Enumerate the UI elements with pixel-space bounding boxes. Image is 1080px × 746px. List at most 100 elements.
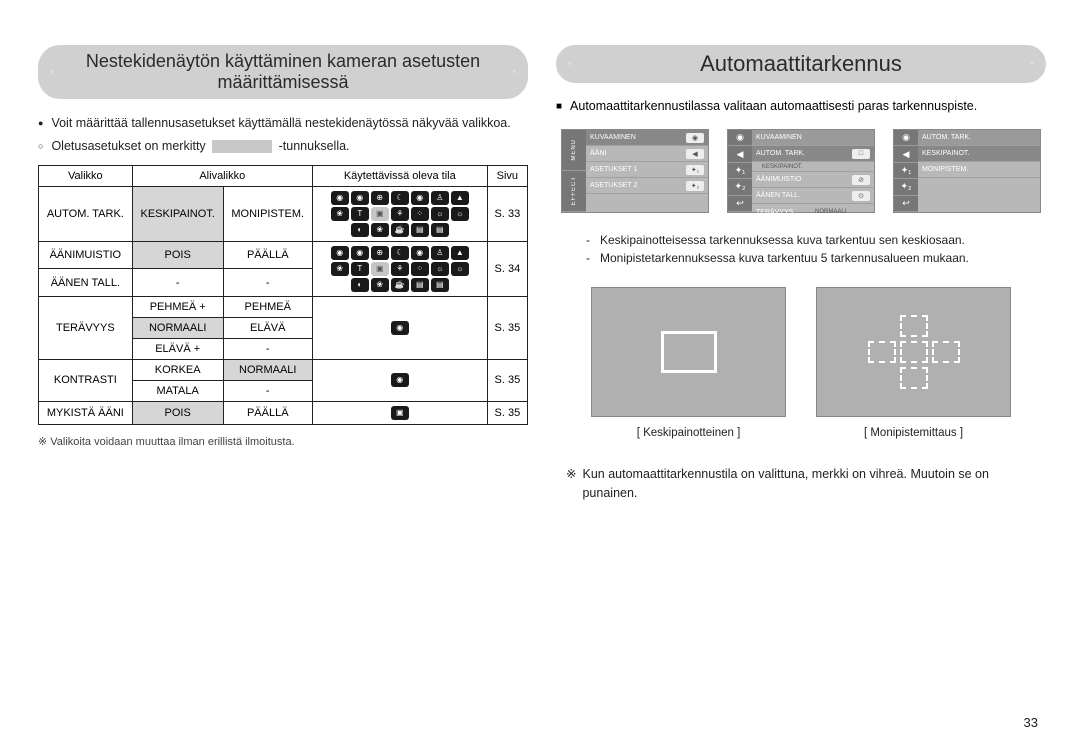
- table-footnote: Valikoita voidaan muuttaa ilman erillist…: [38, 435, 528, 448]
- menu-screenshot-2: ◉ ◀ ✦₁ ✦₂ ↩ KUVAAMINEN AUTOM. TARK.□ KES…: [727, 129, 875, 213]
- cell-sub1: KORKEA: [132, 359, 223, 380]
- menu-line-label: AUTOM. TARK.: [756, 150, 848, 157]
- default-note-post: -tunnuksella.: [279, 139, 350, 153]
- cell-sub2: MONIPISTEM.: [223, 186, 312, 241]
- menu-line-label: ASETUKSET 2: [590, 182, 682, 189]
- cell-page: S. 35: [487, 401, 527, 424]
- mode-icon: ◉: [391, 373, 409, 387]
- menu-line-label: TERÄVYYS: [756, 209, 811, 216]
- caption-center: [ Keskipainotteinen ]: [591, 427, 786, 439]
- th-page: Sivu: [487, 165, 527, 186]
- menu-screenshot-3: ◉ ◀ ✦₁ ✦₂ ↩ AUTOM. TARK. KESKIPAINOT. MO…: [893, 129, 1041, 213]
- th-submenu: Alivalikko: [132, 165, 312, 186]
- menu-chip-icon: ◀: [686, 149, 704, 159]
- left-intro-bullet: Voit määrittää tallennusasetukset käyttä…: [38, 115, 528, 133]
- right-heading-pill: Automaattitarkennus: [556, 45, 1046, 83]
- focus-point: [900, 341, 928, 363]
- mode-icon: ⊕: [371, 191, 389, 205]
- table-row: AUTOM. TARK. KESKIPAINOT. MONIPISTEM. ◉◉…: [39, 186, 528, 241]
- focus-point: [932, 341, 960, 363]
- side-icon: ◀: [894, 146, 918, 162]
- cell-icons: ◉: [312, 296, 487, 359]
- menu-chip-icon: ⊘: [852, 175, 870, 185]
- center-focus-rect: [661, 331, 717, 373]
- mode-icon: ☾: [391, 191, 409, 205]
- table-row: KONTRASTI KORKEA NORMAALI ◉ S. 35: [39, 359, 528, 380]
- menu-screenshot-row: MENU EFFECT KUVAAMINEN ◉ ÄÄNI ◀ ASETUKSET …: [556, 129, 1046, 213]
- mode-icon: ▣: [371, 207, 389, 221]
- focus-caption-row: [ Keskipainotteinen ] [ Monipistemittaus…: [556, 427, 1046, 439]
- menu-line-label: MONIPISTEM.: [922, 166, 1036, 173]
- cell-sub1: POIS: [132, 241, 223, 269]
- cell-sub1: MATALA: [132, 380, 223, 401]
- cell-page: S. 34: [487, 241, 527, 296]
- menu-line-label: ÄÄNI: [590, 150, 682, 157]
- side-icon: ✦₁: [728, 163, 752, 179]
- mode-icon: ▲: [451, 191, 469, 205]
- mode-icon: ◐: [351, 223, 369, 237]
- cell-sub1: ELÄVÄ +: [132, 338, 223, 359]
- side-icon: ↩: [728, 196, 752, 212]
- side-icon: ✦₂: [728, 179, 752, 195]
- focus-diagram-row: [556, 287, 1046, 417]
- cell-sub1: NORMAALI: [132, 317, 223, 338]
- cell-sub1: KESKIPAINOT.: [132, 186, 223, 241]
- cell-sub2: ELÄVÄ: [223, 317, 312, 338]
- menu-chip-icon: ◉: [686, 133, 704, 143]
- cell-sub1: POIS: [132, 401, 223, 424]
- cell-sub2: -: [223, 380, 312, 401]
- cell-sub2: -: [223, 338, 312, 359]
- menu-sidebar: ◉ ◀ ✦₁ ✦₂ ↩: [728, 130, 752, 212]
- dash-item: Keskipainotteisessa tarkennuksessa kuva …: [586, 231, 1046, 249]
- right-column: Automaattitarkennus Automaattitarkennust…: [556, 45, 1046, 726]
- side-icon: ↩: [894, 196, 918, 212]
- mode-icon: ◉: [331, 191, 349, 205]
- right-intro: Automaattitarkennustilassa valitaan auto…: [556, 99, 1046, 115]
- menu-line-label: KESKIPAINOT.: [922, 150, 1036, 157]
- cell-page: S. 35: [487, 359, 527, 401]
- side-icon: ◉: [894, 130, 918, 146]
- left-heading-pill: Nestekidenäytön käyttäminen kameran aset…: [38, 45, 528, 99]
- cell-icons: ◉: [312, 359, 487, 401]
- table-row: ÄÄNIMUISTIO POIS PÄÄLLÄ ◉◉⊕☾◉ ♙▲❀T▣ ⚘⁘☼☼…: [39, 241, 528, 269]
- focus-point: [868, 341, 896, 363]
- focus-point: [900, 367, 928, 389]
- cell-icons: ▣: [312, 401, 487, 424]
- side-icon: ◉: [728, 130, 752, 146]
- cell-page: S. 35: [487, 296, 527, 359]
- menu-screenshot-1: MENU EFFECT KUVAAMINEN◉ ÄÄNI◀ ASETUKSET …: [561, 129, 709, 213]
- menu-line-label: KUVAAMINEN: [756, 134, 870, 141]
- focus-note: Kun automaattitarkennustila on valittuna…: [566, 465, 1046, 503]
- menu-chip-icon: ⊙: [852, 191, 870, 201]
- menu-line-label: ÄÄNEN TALL.: [756, 192, 848, 199]
- focus-note-text: Kun automaattitarkennustila on valittuna…: [582, 465, 1046, 503]
- focus-diagram-center: [591, 287, 786, 417]
- focus-point: [900, 315, 928, 337]
- left-column: Nestekidenäytön käyttäminen kameran aset…: [38, 45, 528, 726]
- table-row: TERÄVYYS PEHMEÄ + PEHMEÄ ◉ S. 35: [39, 296, 528, 317]
- left-intro-text: Voit määrittää tallennusasetukset käyttä…: [51, 115, 510, 133]
- cell-sub2: -: [223, 269, 312, 297]
- video-mode-icon: ▣: [391, 406, 409, 420]
- side-icon: ◀: [728, 146, 752, 162]
- th-mode: Käytettävissä oleva tila: [312, 165, 487, 186]
- multipoint-grid: [868, 315, 960, 389]
- side-icon: ✦₁: [894, 163, 918, 179]
- menu-chip-icon: □: [852, 149, 870, 159]
- dash-item: Monipistetarkennuksessa kuva tarkentuu 5…: [586, 249, 1046, 267]
- menu-chip-icon: ✦₁: [686, 165, 704, 175]
- mode-icon-grid: ◉◉⊕☾◉ ♙▲❀T▣ ⚘⁘☼☼◐ ❀☕▤▤: [322, 191, 477, 237]
- mode-icon: T: [351, 207, 369, 221]
- cell-sub2: NORMAALI: [223, 359, 312, 380]
- cell-sub2: PÄÄLLÄ: [223, 401, 312, 424]
- menu-sidebar: MENU EFFECT: [562, 130, 586, 212]
- default-marker-chip: [212, 140, 272, 153]
- focus-diagram-multi: [816, 287, 1011, 417]
- menu-line-label: ASETUKSET 1: [590, 166, 682, 173]
- left-default-note: Oletusasetukset on merkitty -tunnuksella…: [38, 139, 528, 153]
- cell-menu: TERÄVYYS: [39, 296, 133, 359]
- mode-icon: ❀: [371, 223, 389, 237]
- mode-icon: ☕: [391, 223, 409, 237]
- right-intro-text: Automaattitarkennustilassa valitaan auto…: [570, 99, 977, 115]
- settings-table: Valikko Alivalikko Käytettävissä oleva t…: [38, 165, 528, 425]
